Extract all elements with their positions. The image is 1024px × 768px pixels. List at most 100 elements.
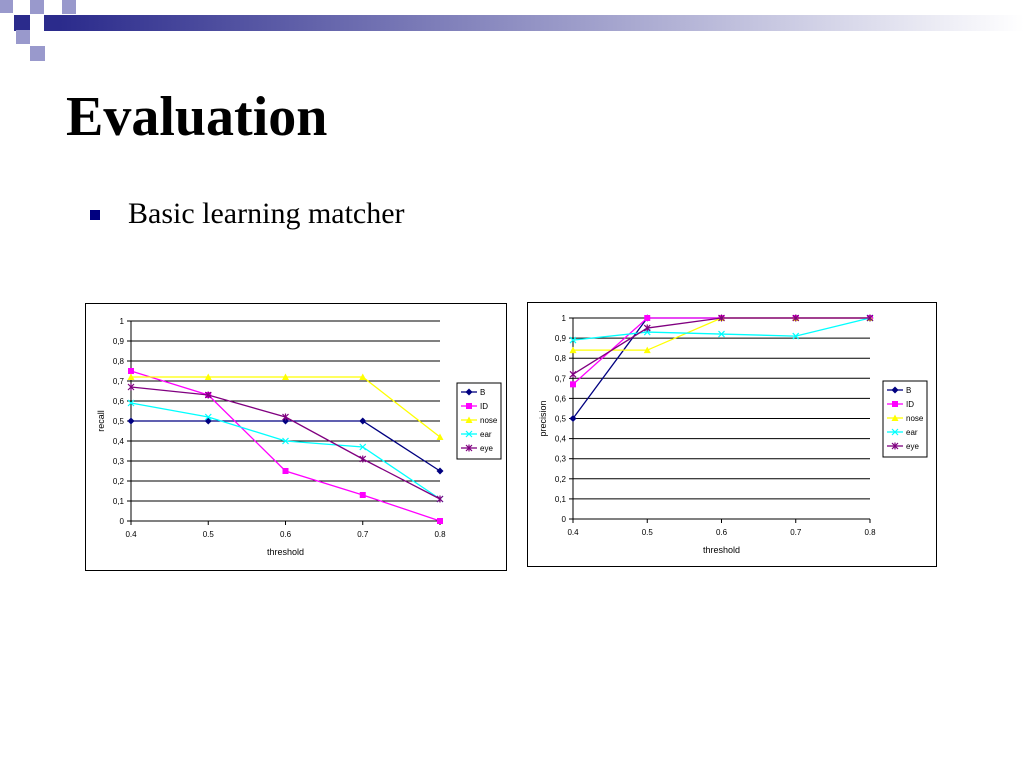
- precision-y-tick-label: 0: [562, 515, 567, 524]
- recall-series-eye-point: [359, 455, 367, 463]
- recall-series-eye-point: [282, 413, 289, 421]
- recall-x-tick-label: 0.8: [434, 530, 446, 539]
- deco-square: [44, 15, 60, 31]
- precision-legend-marker: [891, 428, 899, 436]
- precision-series-eye-point: [643, 324, 651, 332]
- recall-series-ear-point: [204, 413, 212, 421]
- bullet-marker: [90, 210, 100, 220]
- precision-series-eye-point: [866, 314, 874, 322]
- precision-y-tick-label: 0,5: [555, 415, 567, 424]
- recall-y-tick-label: 0: [120, 517, 125, 526]
- recall-series-nose: [127, 373, 444, 440]
- recall-series-id-point: [437, 518, 443, 524]
- recall-series-b-point: [359, 417, 367, 425]
- recall-legend-marker: [466, 403, 472, 409]
- precision-y-tick-label: 0,4: [555, 435, 567, 444]
- bullet-text: Basic learning matcher: [128, 197, 405, 230]
- precision-x-axis-title: threshold: [703, 545, 740, 555]
- precision-legend-box: [882, 380, 928, 458]
- precision-series-eye: [569, 314, 874, 378]
- recall-legend: B ID nose ear eye: [456, 382, 502, 460]
- precision-x-tick-label: 0.7: [790, 528, 802, 537]
- recall-series-ear-point: [359, 443, 367, 451]
- recall-chart-frame: [85, 303, 507, 571]
- recall-y-tick-label: 1: [120, 317, 125, 326]
- slide-title: Evaluation: [66, 86, 328, 148]
- title-decoration: [0, 0, 1024, 61]
- recall-legend-marker: [465, 430, 473, 438]
- precision-x-tick-label: 0.6: [716, 528, 728, 537]
- recall-legend-marker: [465, 416, 473, 423]
- recall-y-tick-label: 0,2: [113, 477, 125, 486]
- precision-series-nose-point: [643, 346, 651, 354]
- precision-series-b-point: [569, 415, 577, 422]
- precision-y-tick-label: 0,3: [555, 455, 567, 464]
- title-bar-gradient: [60, 15, 1024, 31]
- recall-series-b-point: [127, 417, 135, 425]
- precision-legend-marker: [892, 401, 898, 407]
- recall-legend-label: nose: [480, 416, 498, 425]
- precision-x-tick-label: 0.5: [642, 528, 654, 537]
- recall-legend-box: [456, 382, 502, 460]
- precision-legend-label: ID: [906, 400, 914, 409]
- precision-series-id-point: [644, 315, 651, 321]
- recall-x-tick-label: 0.4: [125, 530, 137, 539]
- precision-legend-marker: [891, 414, 899, 421]
- recall-chart: 0 0,1 0,2 0,3 0,4 0,5 0,6 0,7 0,8 0,9 1 0.4 0.5 0.6 0.…: [85, 303, 507, 571]
- precision-series-eye-point: [569, 370, 577, 378]
- precision-chart: 0 0,1 0,2 0,3 0,4 0,5 0,6 0,7 0,8 0,9 1 0.4 0.5 0.6 0.…: [527, 302, 937, 567]
- deco-square: [14, 15, 30, 31]
- deco-square: [16, 30, 30, 44]
- recall-y-tick-label: 0,5: [113, 417, 125, 426]
- recall-series-eye: [127, 383, 444, 503]
- recall-series-nose-point: [359, 373, 367, 380]
- recall-y-tick-label: 0,8: [113, 357, 125, 366]
- precision-series-eye-point: [792, 314, 800, 322]
- recall-x-axis-title: threshold: [267, 547, 304, 557]
- precision-x-tick-label: 0.8: [864, 528, 876, 537]
- recall-y-tick-label: 0,4: [113, 437, 125, 446]
- recall-legend-label: eye: [480, 444, 493, 453]
- precision-y-tick-label: 1: [562, 314, 567, 323]
- recall-series-eye-point: [127, 383, 135, 391]
- recall-series-nose-point: [127, 373, 135, 380]
- recall-series-b-point: [436, 467, 444, 475]
- recall-legend-marker: [465, 388, 473, 396]
- recall-series-id-point: [359, 492, 366, 498]
- recall-y-tick-label: 0,6: [113, 397, 125, 406]
- precision-legend: B ID nose ear eye: [882, 380, 928, 458]
- recall-y-axis-title: recall: [96, 410, 106, 432]
- precision-series-eye-point: [718, 314, 725, 322]
- precision-y-axis-title: precision: [538, 400, 548, 436]
- precision-series-ear-point: [792, 332, 800, 340]
- recall-y-tick-label: 0,7: [113, 377, 125, 386]
- precision-legend-marker: [891, 442, 899, 450]
- precision-series-ear-point: [569, 336, 577, 344]
- precision-y-tick-label: 0,7: [555, 374, 567, 383]
- precision-chart-frame: [527, 302, 937, 567]
- recall-x-tick-label: 0.6: [280, 530, 292, 539]
- precision-series-nose-point: [569, 346, 577, 354]
- recall-series-eye-point: [204, 391, 212, 399]
- recall-x-tick-label: 0.7: [357, 530, 369, 539]
- recall-series-ear-point: [127, 399, 135, 407]
- recall-y-tick-label: 0,9: [113, 337, 125, 346]
- precision-series-ear-point: [718, 330, 725, 338]
- recall-series-eye-point: [436, 495, 444, 503]
- recall-x-tick-label: 0.5: [203, 530, 215, 539]
- recall-y-tick-label: 0,3: [113, 457, 125, 466]
- deco-square: [0, 0, 13, 13]
- precision-y-tick-label: 0,9: [555, 334, 567, 343]
- deco-square: [30, 46, 45, 61]
- recall-legend-marker: [465, 444, 473, 452]
- precision-legend-label: eye: [906, 442, 919, 451]
- recall-series-id-point: [282, 468, 289, 474]
- recall-series-nose-point: [204, 373, 212, 380]
- recall-series-nose-point: [436, 433, 444, 440]
- precision-legend-marker: [891, 386, 899, 394]
- precision-legend-label: B: [906, 386, 911, 395]
- recall-y-tick-label: 0,1: [113, 497, 125, 506]
- recall-legend-label: ear: [480, 430, 492, 439]
- recall-legend-label: B: [480, 388, 485, 397]
- precision-y-tick-label: 0,8: [555, 354, 567, 363]
